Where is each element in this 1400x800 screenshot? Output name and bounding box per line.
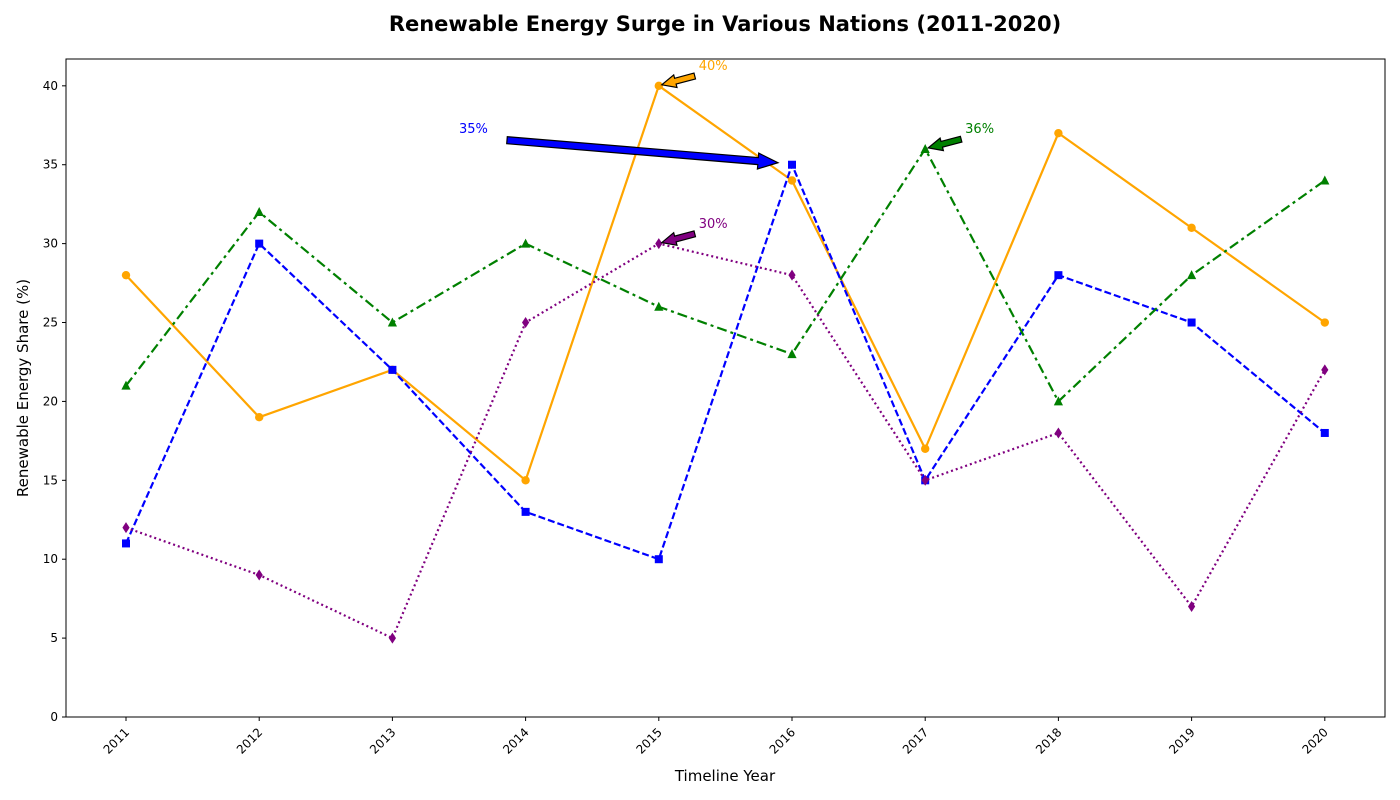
data-point	[522, 317, 530, 329]
annotation: 36%	[926, 122, 994, 152]
series-1	[121, 81, 1330, 485]
annotation: 30%	[660, 217, 728, 247]
data-point	[1187, 318, 1196, 327]
data-point	[1053, 396, 1063, 406]
x-tick-label: 2014	[500, 725, 531, 756]
data-point	[1054, 427, 1062, 439]
annotation-label: 35%	[459, 122, 488, 137]
data-point	[521, 507, 530, 516]
data-point	[1054, 271, 1063, 280]
data-point	[1187, 270, 1197, 280]
series-layer	[121, 81, 1330, 644]
data-point	[921, 474, 929, 486]
data-point	[388, 365, 397, 374]
data-point	[521, 476, 530, 485]
data-point	[1320, 175, 1330, 185]
data-point	[121, 270, 131, 280]
annotation-label: 40%	[699, 59, 728, 74]
data-point	[254, 207, 264, 217]
axes: 0 5 10 15 20 25 30 35 40 2011 2012 2013 2014 2015 2016…	[43, 58, 1386, 757]
annotation: 40%	[660, 59, 728, 89]
data-point	[788, 160, 796, 169]
x-tick-label: 2017	[900, 725, 931, 756]
data-point	[255, 569, 263, 581]
x-tick-label: 2011	[101, 725, 132, 756]
data-point	[787, 176, 797, 185]
plot-frame	[65, 58, 1386, 718]
data-point	[1187, 223, 1196, 233]
y-tick-label: 15	[43, 473, 58, 487]
data-point	[255, 412, 264, 422]
x-tick-label: 2013	[367, 725, 398, 756]
x-axis-title: Timeline Year	[674, 767, 776, 785]
data-point	[1320, 318, 1330, 327]
data-point	[655, 238, 663, 250]
data-point	[1188, 601, 1196, 613]
annotation-label: 36%	[965, 122, 994, 137]
data-point	[121, 380, 131, 390]
x-tick-label: 2020	[1299, 725, 1330, 756]
annotation: 35%	[459, 122, 780, 170]
data-point	[387, 317, 397, 327]
y-axis-title: Renewable Energy Share (%)	[14, 279, 32, 497]
data-point	[1320, 428, 1329, 437]
data-point	[388, 632, 396, 644]
series-line	[125, 242, 1326, 640]
series-line	[125, 147, 1326, 403]
y-tick-label: 10	[43, 552, 58, 566]
series-4	[122, 238, 1329, 644]
annotation-arrow	[926, 135, 963, 152]
data-point	[787, 349, 797, 359]
y-tick-label: 20	[43, 394, 58, 408]
y-tick-label: 30	[43, 237, 58, 251]
annotation-label: 30%	[699, 217, 728, 232]
data-point	[122, 522, 130, 534]
series-line	[125, 84, 1326, 482]
y-tick-label: 35	[43, 158, 58, 172]
data-point	[788, 269, 796, 281]
data-point	[1321, 364, 1329, 376]
data-point	[122, 539, 130, 548]
y-tick-label: 0	[50, 710, 58, 724]
annotation-arrow	[506, 136, 780, 170]
x-tick-label: 2019	[1166, 725, 1197, 756]
data-point	[1054, 128, 1063, 138]
data-point	[921, 444, 930, 453]
annotation-layer: 40% 35% 36% 30%	[459, 59, 994, 247]
x-tick-label: 2016	[767, 725, 798, 756]
data-point	[920, 143, 930, 153]
x-tick-label: 2018	[1033, 725, 1064, 756]
x-tick-label: 2015	[633, 725, 664, 756]
y-tick-label: 40	[43, 79, 58, 93]
series-3	[121, 143, 1330, 406]
y-tick-label: 5	[50, 631, 58, 645]
annotation-arrow	[660, 72, 697, 89]
chart-title: Renewable Energy Surge in Various Nation…	[389, 12, 1061, 36]
data-point	[654, 81, 663, 91]
y-tick-label: 25	[43, 316, 58, 330]
data-point	[255, 239, 264, 248]
data-point	[654, 301, 664, 311]
x-tick-label: 2012	[234, 725, 265, 756]
annotation-arrow	[660, 230, 697, 247]
series-line	[124, 163, 1326, 561]
data-point	[654, 555, 663, 564]
data-point	[521, 238, 531, 248]
